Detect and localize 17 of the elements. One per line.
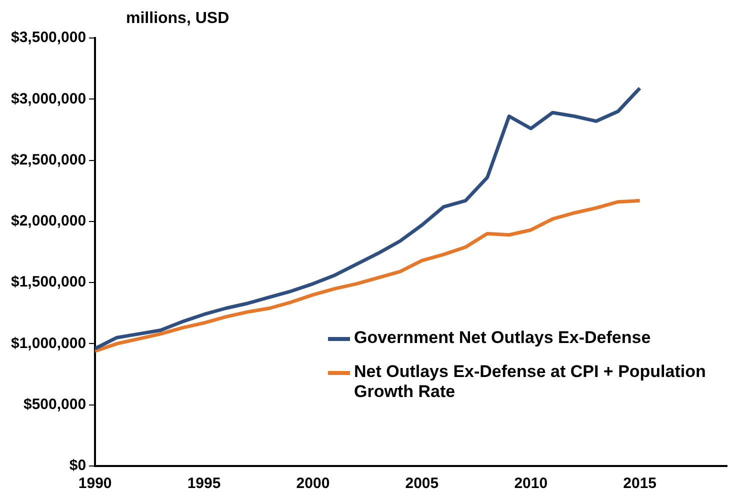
y-tick-label: $3,000,000	[10, 90, 86, 108]
x-tick-label: 2010	[514, 475, 548, 492]
y-tick-label: $1,000,000	[10, 334, 86, 352]
y-tick-label: $2,500,000	[10, 151, 86, 168]
x-tick-label: 2015	[623, 475, 657, 492]
y-tick-label: $1,500,000	[10, 274, 86, 291]
x-tick-label: 2005	[405, 475, 439, 492]
x-tick-label: 2000	[296, 475, 330, 492]
y-tick-label: $500,000	[23, 396, 86, 413]
legend-label: Government Net Outlays Ex-Defense	[354, 328, 652, 348]
y-tick-label: $3,500,000	[10, 29, 86, 46]
y-tick-label: $0	[69, 457, 86, 474]
x-tick-label: 1995	[187, 475, 221, 492]
x-tick-label: 1990	[78, 475, 112, 492]
legend-label: Net Outlays Ex-Defense at CPI + Population Growth Rate	[354, 362, 707, 402]
y-tick-label: $2,000,000	[10, 212, 86, 230]
y-axis-title: millions, USD	[126, 10, 230, 28]
